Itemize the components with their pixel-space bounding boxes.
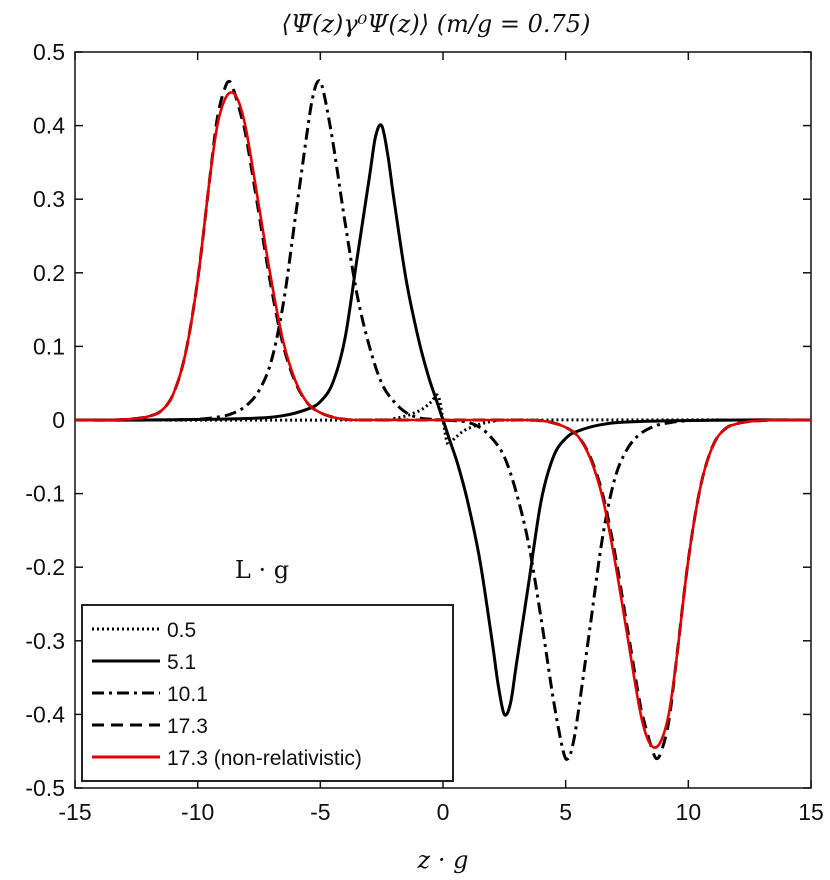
y-tick-label: 0.5 [33, 39, 65, 65]
y-tick-label: -0.4 [25, 701, 65, 727]
legend-label: 5.1 [167, 651, 196, 674]
legend-title: L · g [235, 556, 289, 584]
x-tick-label: 15 [798, 799, 824, 825]
y-tick-label: 0.3 [33, 186, 65, 212]
legend-label: 0.5 [167, 619, 196, 642]
legend: 0.5 5.1 10.1 17.3 17.3 (non-relativistic) [81, 604, 454, 782]
legend-label: 17.3 [167, 715, 208, 738]
y-tick-label: -0.3 [25, 628, 65, 654]
x-tick-label: -15 [58, 799, 91, 825]
series-line-5 [74, 91, 812, 749]
y-tick-label: 0.4 [33, 113, 65, 139]
axis-ticks [74, 51, 812, 789]
x-tick-label: 10 [676, 799, 702, 825]
tick-labels: -15 -10 -5 0 5 10 15 0.5 0.4 0.3 0.2 0.1 0 -0.1 -0.2 -0… [25, 39, 823, 825]
x-tick-label: 0 [437, 799, 450, 825]
y-tick-label: -0.5 [25, 775, 65, 801]
x-tick-label: -10 [181, 799, 214, 825]
y-tick-label: -0.2 [25, 554, 65, 580]
x-tick-label: 5 [559, 799, 572, 825]
x-axis-label: z · g [417, 846, 469, 874]
series-line-3 [74, 79, 812, 761]
y-tick-label: 0 [52, 407, 65, 433]
legend-label: 10.1 [167, 683, 208, 706]
legend-label: 17.3 (non-relativistic) [167, 747, 362, 770]
x-tick-label: -5 [310, 799, 330, 825]
chart-title: ⟨Ψ̄(z)γ⁰Ψ(z)⟩ (m/g = 0.75) [282, 10, 591, 38]
y-tick-label: 0.2 [33, 260, 65, 286]
series-layer [74, 79, 812, 761]
y-tick-label: 0.1 [33, 333, 65, 359]
y-tick-label: -0.1 [25, 481, 65, 507]
